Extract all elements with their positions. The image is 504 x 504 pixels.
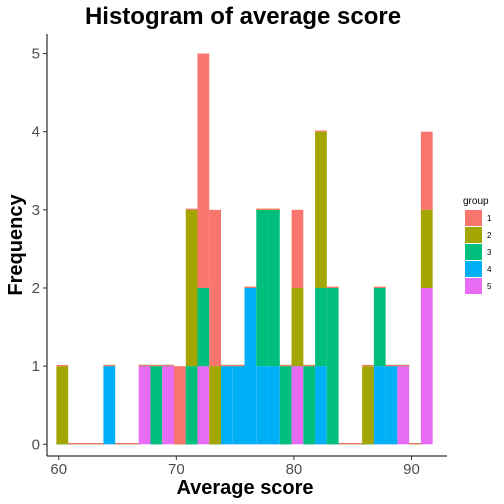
- bar-group-4-bin-22: [315, 366, 327, 445]
- bar-group-2-bin-20: [291, 287, 304, 367]
- bar-group-1-bin-6: [126, 443, 139, 445]
- bar-group-2-bin-26: [362, 366, 374, 445]
- bar-group-1-bin-5: [115, 443, 127, 445]
- bar-group-1-bin-24: [338, 443, 351, 445]
- legend-label-4: 4: [487, 265, 492, 274]
- bar-group-3-bin-23: [326, 287, 339, 445]
- x-tick-label-90: 90: [403, 461, 420, 478]
- legend-label-2: 2: [487, 231, 492, 240]
- bar-group-1-bin-16: [244, 286, 257, 288]
- bar-group-1-bin-15: [232, 364, 245, 367]
- bar-group-3-bin-21: [303, 366, 316, 445]
- legend-title: group: [463, 196, 489, 207]
- bar-group-1-bin-28: [385, 364, 398, 367]
- bar-group-1-bin-18: [268, 208, 280, 210]
- legend-key-5: [465, 278, 482, 294]
- bar-group-2-bin-13: [209, 366, 222, 445]
- bars-layer: [56, 53, 433, 445]
- chart-title: Histogram of average score: [85, 3, 401, 30]
- x-tick-label-80: 80: [286, 461, 303, 478]
- bar-group-1-bin-21: [303, 364, 316, 367]
- bar-group-1-bin-29: [397, 364, 410, 367]
- bar-group-2-bin-11: [185, 209, 198, 367]
- bar-group-1-bin-23: [326, 286, 339, 288]
- bar-group-1-bin-31: [420, 131, 433, 210]
- y-tick-label-0: 0: [32, 436, 40, 453]
- bar-group-1-bin-26: [362, 364, 374, 367]
- y-tick-label-2: 2: [32, 280, 40, 297]
- bar-group-5-bin-20: [291, 366, 304, 445]
- bar-group-3-bin-18: [268, 209, 280, 367]
- bar-group-3-bin-27: [373, 287, 386, 367]
- bar-group-2-bin-31: [420, 209, 433, 288]
- y-tick-label-1: 1: [32, 358, 40, 375]
- bar-group-5-bin-9: [162, 366, 174, 445]
- bar-group-4-bin-16: [244, 287, 257, 445]
- x-axis-title: Average score: [176, 477, 313, 499]
- bar-group-1-bin-27: [373, 286, 386, 288]
- bar-group-1-bin-3: [91, 443, 104, 445]
- bar-group-1-bin-8: [150, 364, 163, 367]
- bar-group-1-bin-13: [209, 209, 222, 367]
- legend-key-2: [465, 227, 482, 243]
- bar-group-4-bin-14: [221, 366, 233, 445]
- bar-group-2-bin-22: [315, 131, 327, 288]
- legend: group 1 2 3 4 5: [463, 196, 492, 294]
- bar-group-1-bin-19: [279, 364, 292, 367]
- bar-group-5-bin-29: [397, 366, 410, 445]
- bar-group-1-bin-1: [68, 443, 80, 445]
- bar-group-1-bin-2: [79, 443, 92, 445]
- bar-group-3-bin-22: [315, 287, 327, 367]
- legend-key-3: [465, 244, 482, 260]
- bar-group-4-bin-28: [385, 366, 398, 445]
- y-axis-title: Frequency: [5, 194, 27, 296]
- bar-group-4-bin-27: [373, 366, 386, 445]
- bar-group-1-bin-22: [315, 130, 327, 132]
- axes-layer: 0 1 2 3 4 5 60 70 80 90: [32, 34, 447, 478]
- bar-group-1-bin-20: [291, 209, 304, 288]
- bar-group-1-bin-9: [162, 364, 174, 367]
- bar-group-2-bin-0: [56, 366, 69, 445]
- legend-label-3: 3: [487, 248, 492, 257]
- bar-group-3-bin-8: [150, 366, 163, 445]
- bar-group-5-bin-31: [420, 287, 433, 445]
- bar-group-1-bin-4: [103, 364, 116, 367]
- bar-group-1-bin-14: [221, 364, 233, 367]
- bar-group-5-bin-12: [197, 366, 210, 445]
- bar-group-4-bin-18: [268, 366, 280, 445]
- bar-group-4-bin-17: [256, 366, 269, 445]
- x-tick-label-70: 70: [168, 461, 185, 478]
- y-tick-label-3: 3: [32, 202, 40, 219]
- bar-group-1-bin-11: [185, 208, 198, 210]
- bar-group-3-bin-19: [279, 366, 292, 445]
- y-tick-label-4: 4: [32, 124, 40, 141]
- legend-key-1: [465, 210, 482, 226]
- y-tick-label-5: 5: [32, 46, 40, 63]
- bar-group-1-bin-25: [350, 443, 363, 445]
- x-tick-label-60: 60: [50, 461, 67, 478]
- bar-group-3-bin-11: [185, 366, 198, 445]
- bar-group-5-bin-7: [138, 366, 151, 445]
- bar-group-1-bin-17: [256, 208, 269, 210]
- legend-label-1: 1: [487, 214, 492, 223]
- bar-group-1-bin-10: [173, 366, 186, 445]
- bar-group-1-bin-0: [56, 364, 69, 367]
- bar-group-1-bin-12: [197, 53, 210, 288]
- legend-label-5: 5: [487, 282, 492, 291]
- bar-group-4-bin-4: [103, 366, 116, 445]
- bar-group-3-bin-17: [256, 209, 269, 367]
- bar-group-1-bin-7: [138, 364, 151, 367]
- bar-group-3-bin-12: [197, 287, 210, 367]
- legend-key-4: [465, 261, 482, 277]
- bar-group-1-bin-30: [409, 443, 421, 445]
- bar-group-4-bin-15: [232, 366, 245, 445]
